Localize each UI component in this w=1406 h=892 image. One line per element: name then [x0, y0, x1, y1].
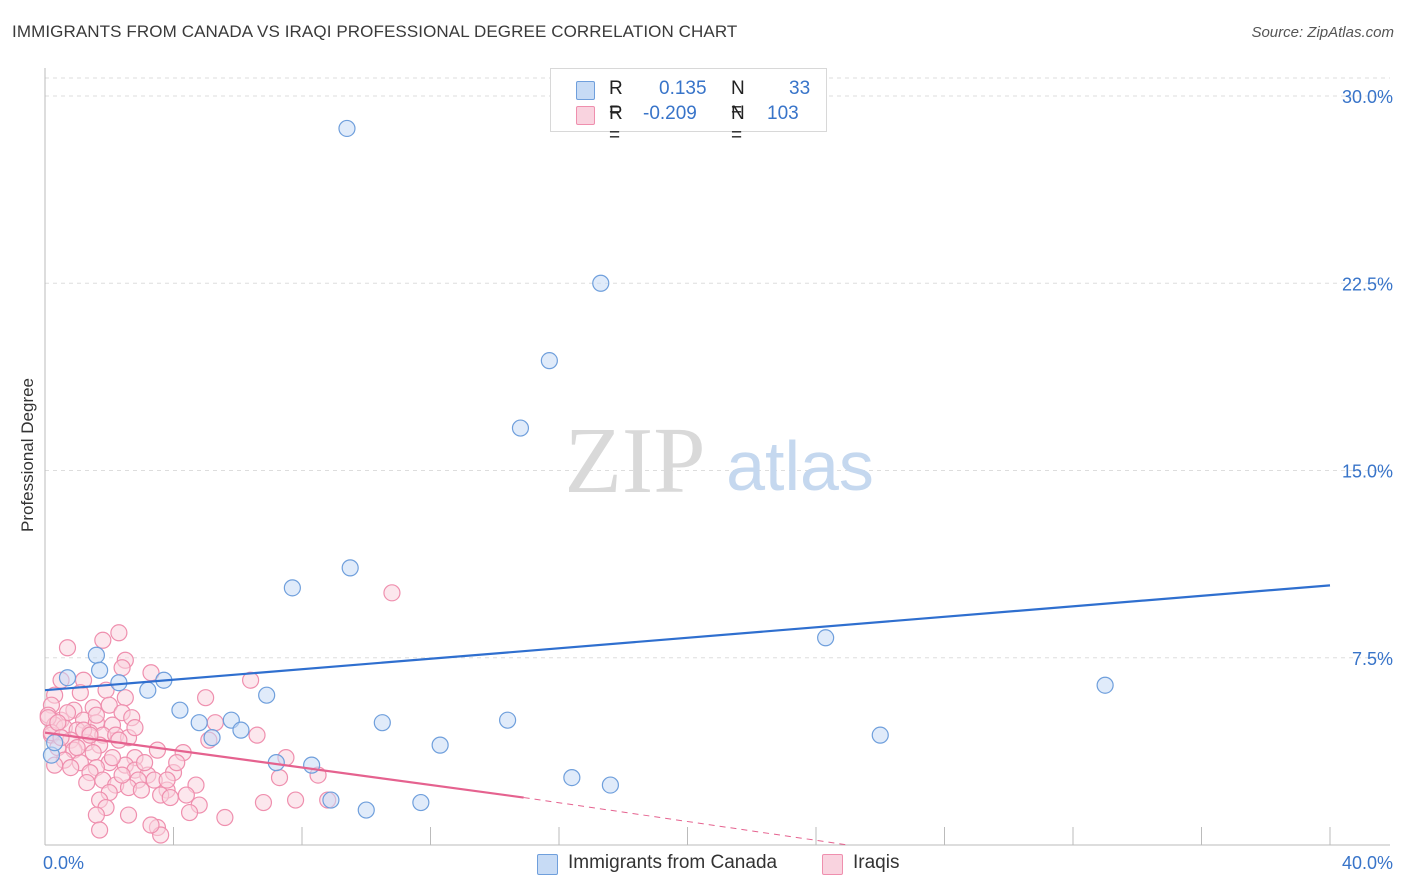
legend-r-label: R = [609, 78, 623, 121]
iraqis-point [116, 689, 134, 707]
canada-point [87, 646, 106, 664]
iraqis-point [132, 781, 150, 799]
iraqis-points [39, 584, 401, 844]
iraqis-point [270, 768, 289, 787]
canada-point [258, 686, 276, 704]
canada-point [58, 669, 77, 687]
grid-lines [45, 77, 1390, 659]
y-tick-label: 7.5% [1352, 649, 1393, 669]
legend-n-value: 103 [767, 103, 799, 124]
iraqis-point [158, 771, 176, 789]
iraqis-point [119, 806, 138, 824]
canada-point [232, 721, 250, 739]
iraqis-point [103, 749, 122, 767]
legend-n-label: N = [731, 78, 745, 121]
iraqis-point [91, 821, 109, 839]
legend-r-label: R = [609, 103, 623, 146]
iraqis-trend-line [44, 731, 524, 799]
y-tick-label: 15.0% [1342, 462, 1393, 482]
y-tick-label: 22.5% [1342, 274, 1393, 294]
legend-n-label: N = [731, 103, 745, 146]
iraqis-point [135, 754, 154, 772]
canada-point [283, 579, 301, 597]
canada-point [540, 352, 558, 370]
iraqis-trend-extension [523, 797, 849, 846]
legend-n-value: 33 [789, 78, 811, 99]
canada-point [373, 714, 391, 732]
legend-r-value: 0.135 [659, 78, 707, 99]
iraqis-point [216, 808, 234, 827]
iraqis-point [383, 584, 401, 602]
iraqis-point [161, 788, 179, 807]
canada-point [203, 729, 221, 747]
correlation-legend: R = 0.135 N = 33 R = -0.209 N = 103 [550, 68, 827, 146]
canada-point [817, 629, 835, 647]
bottom-legend-swatch-canada [537, 854, 558, 875]
canada-point [412, 793, 430, 812]
iraqis-point [100, 696, 118, 714]
canada-point [601, 776, 620, 794]
iraqis-point [68, 739, 86, 757]
iraqis-point [206, 714, 224, 732]
iraqis-point [254, 793, 273, 812]
canada-point [139, 681, 157, 699]
canada-point [1096, 676, 1114, 694]
iraqis-point [142, 816, 160, 834]
canada-point [303, 756, 321, 774]
iraqis-point [113, 766, 131, 784]
iraqis-point [87, 706, 106, 724]
x-tick-label-min: 0.0% [43, 853, 84, 873]
canada-point [91, 661, 109, 679]
canada-trend-line [44, 584, 1331, 692]
canada-point [341, 559, 359, 577]
canada-point [563, 768, 581, 787]
iraqis-point [94, 631, 112, 649]
iraqis-point [168, 754, 186, 772]
iraqis-point [81, 726, 99, 744]
iraqis-point [197, 689, 215, 707]
canada-point [871, 726, 889, 744]
iraqis-point [87, 806, 106, 824]
iraqis-point [248, 726, 266, 744]
bottom-legend-label-canada: Immigrants from Canada [568, 852, 778, 873]
source-credit: Source: ZipAtlas.com [1251, 24, 1394, 41]
canada-point [322, 791, 340, 809]
watermark-zip: ZIP [565, 409, 706, 513]
iraqis-point [49, 714, 67, 732]
tick-labels: 7.5% 15.0% 22.5% 30.0% 0.0% 40.0% [43, 87, 1393, 873]
trend-lines [44, 584, 1331, 846]
bottom-legend-swatch-iraqis [822, 854, 843, 875]
x-tick-label-max: 40.0% [1342, 853, 1393, 873]
canada-point [431, 736, 449, 754]
legend-swatch-canada [576, 81, 595, 100]
canada-point [338, 119, 356, 138]
canada-point [46, 734, 64, 752]
iraqis-point [126, 719, 144, 737]
iraqis-point [78, 773, 96, 792]
iraqis-point [148, 741, 167, 759]
iraqis-point [286, 791, 305, 809]
legend-r-value: -0.209 [643, 103, 697, 124]
iraqis-point [180, 803, 199, 822]
bottom-legend-label-iraqis: Iraqis [853, 852, 900, 873]
canada-point [190, 714, 208, 732]
iraqis-point [113, 659, 131, 677]
canada-point [592, 274, 610, 292]
canada-point [499, 711, 517, 729]
iraqis-point [110, 624, 128, 642]
iraqis-point [242, 671, 260, 689]
canada-point [511, 419, 530, 437]
iraqis-point [110, 731, 128, 749]
legend-swatch-iraqis [576, 106, 595, 125]
canada-point [357, 801, 375, 819]
chart-title: IMMIGRANTS FROM CANADA VS IRAQI PROFESSI… [12, 22, 738, 41]
canada-point [171, 701, 189, 719]
y-tick-label: 30.0% [1342, 87, 1393, 107]
iraqis-point [58, 639, 77, 657]
watermark-atlas: atlas [726, 427, 874, 505]
iraqis-point [62, 759, 80, 777]
